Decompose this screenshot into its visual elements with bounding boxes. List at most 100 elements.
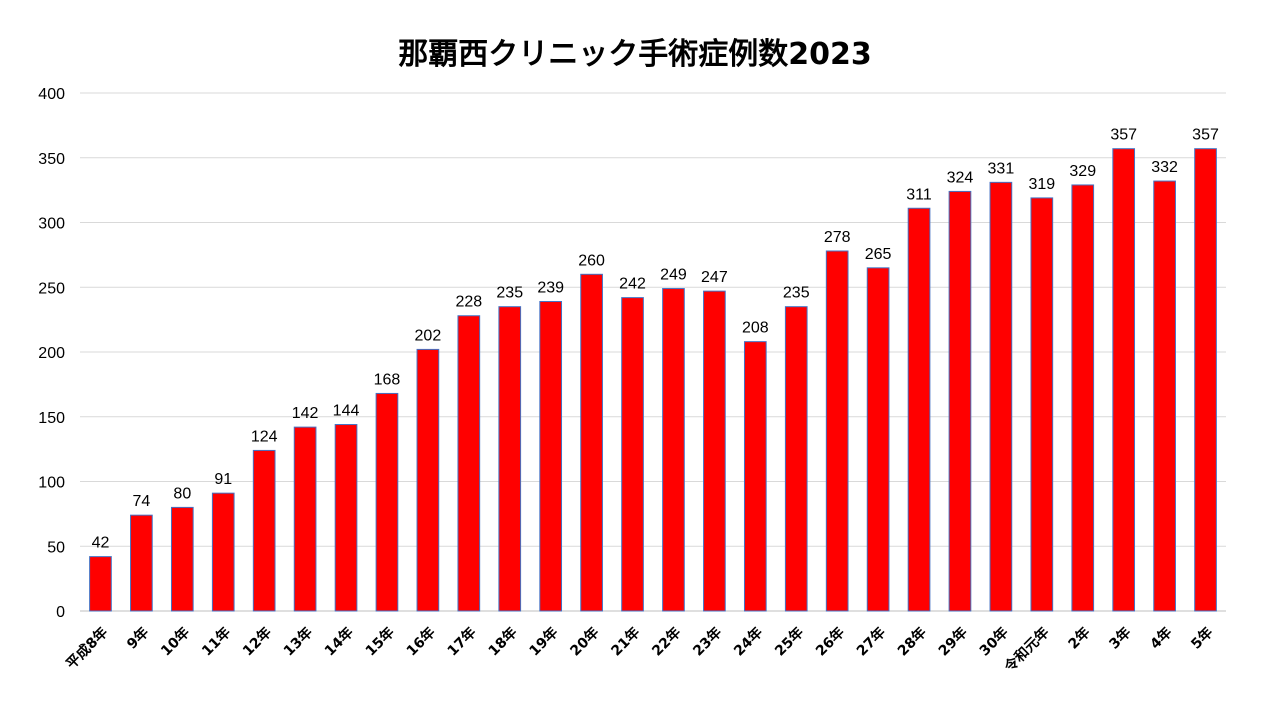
- data-labels: 42 74 80 91 124 142 144 168 202 228 235 239 260 242 24…: [92, 127, 1219, 552]
- chart-title: 那覇西クリニック手術症例数2023: [398, 37, 872, 72]
- x-tick-label: 23年: [690, 624, 726, 660]
- x-tick-label: 26年: [812, 624, 848, 660]
- data-label: 80: [173, 485, 191, 502]
- x-axis-tick-labels: 平成8年 9年 10年 11年 12年 13年 14年 15年 16年 17年 18年 19年 20年 2…: [63, 624, 1217, 676]
- bar: [825, 250, 849, 612]
- y-tick-label: 0: [56, 604, 65, 621]
- data-label: 144: [333, 403, 360, 420]
- bar: [1194, 148, 1217, 612]
- y-tick-label: 150: [38, 410, 65, 427]
- data-label: 239: [537, 279, 564, 296]
- bar: [1030, 197, 1054, 612]
- x-tick-label: 27年: [853, 624, 889, 660]
- x-tick-label: 2年: [1065, 624, 1094, 653]
- bar: [989, 181, 1013, 612]
- bar: [1071, 184, 1095, 612]
- x-tick-label: 25年: [771, 624, 807, 660]
- data-label: 265: [865, 246, 892, 263]
- x-tick-label: 22年: [649, 624, 685, 660]
- bar: [334, 424, 358, 612]
- data-label: 208: [742, 320, 769, 337]
- x-tick-label: 17年: [444, 624, 480, 660]
- x-tick-label: 16年: [403, 624, 439, 660]
- y-tick-label: 200: [38, 345, 65, 362]
- x-tick-label: 20年: [567, 624, 603, 660]
- bar: [784, 306, 808, 612]
- data-label: 74: [132, 493, 150, 510]
- data-label: 311: [906, 186, 932, 203]
- x-tick-label: 15年: [362, 624, 398, 660]
- data-label: 247: [701, 269, 728, 286]
- y-tick-label: 100: [38, 475, 65, 492]
- data-label: 228: [455, 294, 482, 311]
- data-label: 242: [619, 276, 646, 293]
- y-axis-tick-labels: 0 50 100 150 200 250 300 350 400: [38, 86, 65, 621]
- data-label: 91: [214, 471, 232, 488]
- x-tick-label: 13年: [280, 624, 316, 660]
- bar: [170, 506, 194, 612]
- bar: [1153, 180, 1176, 612]
- x-tick-label: 5年: [1188, 624, 1217, 653]
- data-label: 260: [578, 252, 605, 269]
- data-label: 235: [783, 285, 810, 302]
- x-tick-label: 4年: [1147, 624, 1176, 653]
- data-label: 357: [1192, 127, 1219, 144]
- y-tick-label: 400: [38, 86, 65, 103]
- bar: [703, 290, 726, 612]
- x-tick-label: 30年: [976, 624, 1012, 660]
- data-label: 278: [824, 229, 851, 246]
- x-tick-label: 14年: [321, 624, 357, 660]
- bar: [457, 315, 481, 612]
- bars: [89, 148, 1217, 612]
- bar: [662, 288, 685, 612]
- bar: [293, 426, 317, 612]
- x-tick-label: 10年: [157, 624, 193, 660]
- data-label: 124: [251, 428, 278, 445]
- x-tick-label: 平成8年: [63, 624, 112, 673]
- bar: [211, 492, 235, 612]
- bar: [866, 267, 890, 612]
- data-label: 329: [1069, 163, 1096, 180]
- data-label: 168: [374, 371, 401, 388]
- x-tick-label: 11年: [198, 624, 234, 660]
- gridlines: [80, 92, 1226, 612]
- data-label: 202: [415, 327, 442, 344]
- y-tick-label: 50: [47, 539, 65, 556]
- bar: [498, 306, 522, 612]
- data-label: 249: [660, 267, 687, 284]
- data-label: 332: [1151, 159, 1178, 176]
- data-label: 42: [92, 535, 110, 552]
- data-label: 142: [292, 405, 319, 422]
- bar: [1112, 148, 1136, 612]
- data-label: 357: [1110, 127, 1137, 144]
- bar: [621, 297, 644, 612]
- bar: [416, 348, 440, 612]
- bar: [907, 207, 931, 612]
- x-tick-label: 令和元年: [1000, 624, 1052, 676]
- x-tick-label: 28年: [894, 624, 930, 660]
- x-tick-label: 9年: [123, 624, 152, 653]
- y-tick-label: 250: [38, 280, 65, 297]
- bar: [130, 514, 153, 612]
- data-label: 319: [1028, 176, 1055, 193]
- data-label: 331: [988, 160, 1015, 177]
- bar: [580, 273, 603, 612]
- x-tick-label: 29年: [935, 624, 971, 660]
- bar: [539, 300, 563, 612]
- x-tick-label: 3年: [1106, 624, 1135, 653]
- x-tick-label: 21年: [608, 624, 644, 660]
- x-tick-label: 18年: [485, 624, 521, 660]
- data-label: 235: [496, 285, 523, 302]
- y-tick-label: 300: [38, 216, 65, 233]
- x-tick-label: 12年: [239, 624, 275, 660]
- y-tick-label: 350: [38, 151, 65, 168]
- data-label: 324: [947, 169, 974, 186]
- x-tick-label: 19年: [526, 624, 562, 660]
- bar: [743, 341, 767, 612]
- bar: [89, 556, 112, 612]
- bar: [252, 449, 276, 612]
- x-tick-label: 24年: [730, 624, 766, 660]
- bar: [948, 190, 972, 612]
- bar: [375, 392, 399, 612]
